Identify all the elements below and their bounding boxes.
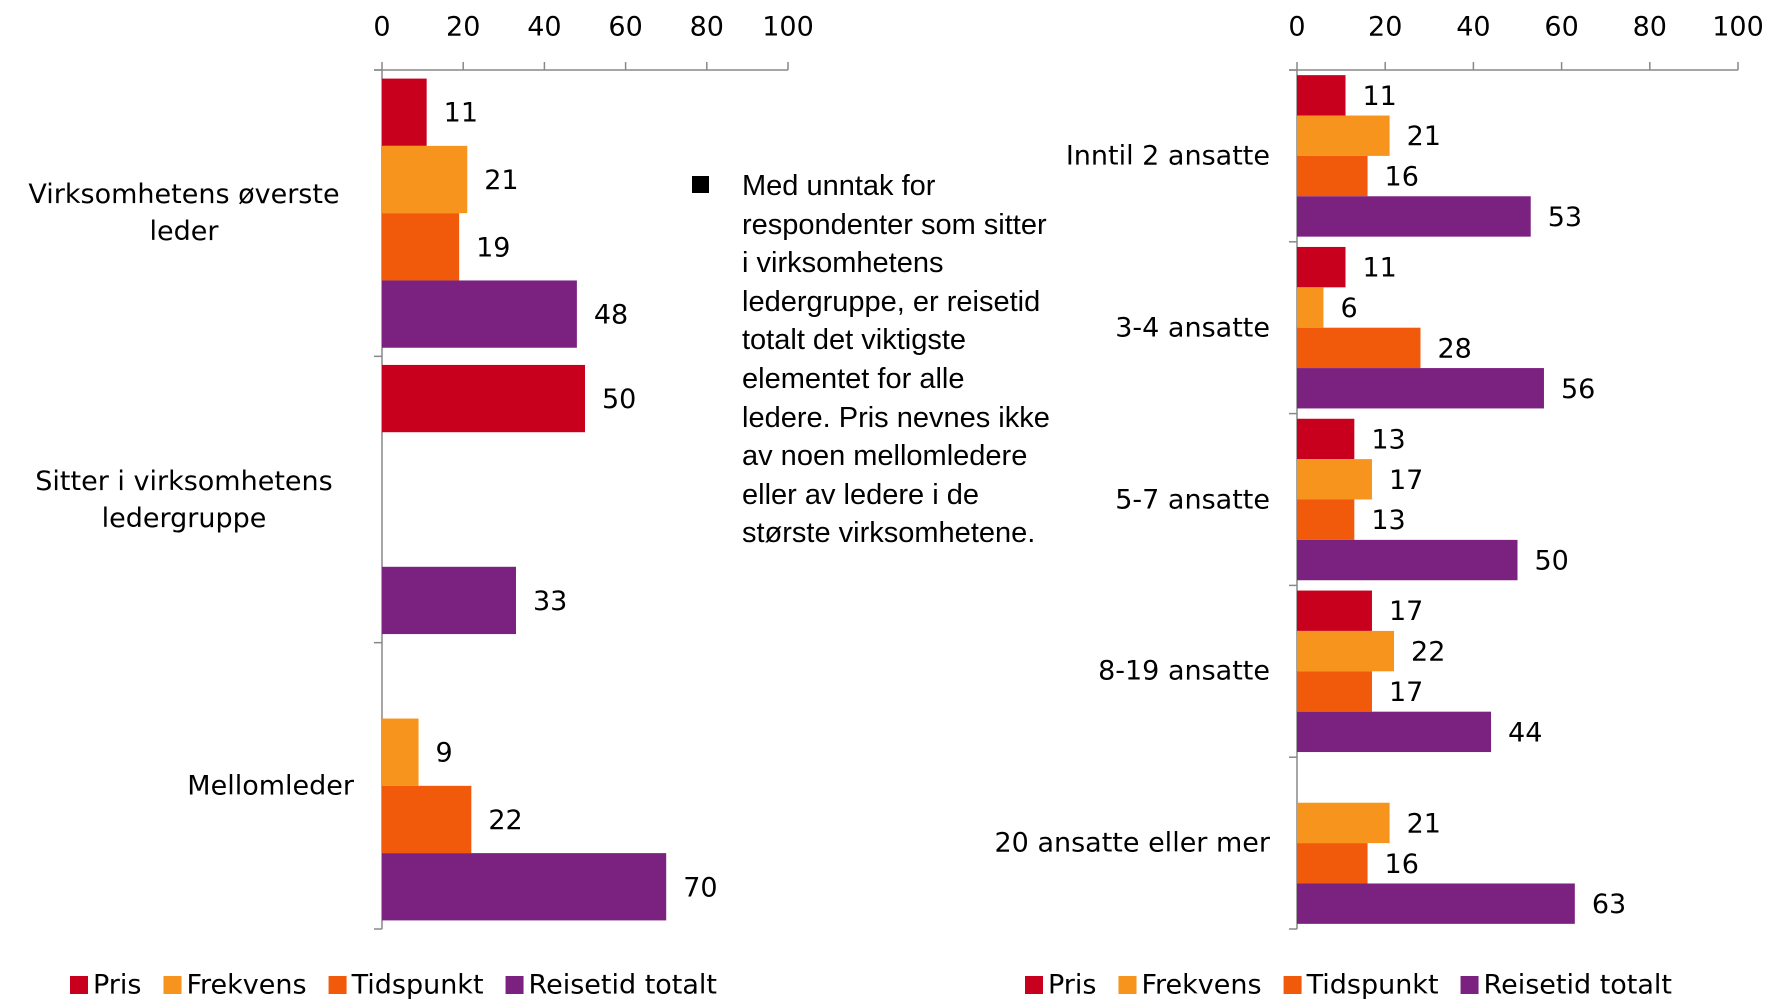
legend-swatch — [1283, 976, 1302, 994]
bar — [1297, 711, 1492, 753]
data-label: 17 — [1389, 677, 1423, 708]
category-label: 20 ansatte eller mer — [994, 827, 1271, 859]
bar — [1297, 843, 1368, 884]
data-label: 33 — [533, 586, 567, 617]
data-label: 44 — [1508, 717, 1542, 748]
data-label: 50 — [1535, 546, 1569, 577]
bar — [1297, 459, 1372, 500]
data-label: 11 — [1363, 81, 1397, 112]
category-label: 5-7 ansatte — [1115, 484, 1270, 515]
bar — [382, 785, 472, 854]
bar — [1297, 630, 1395, 672]
data-label: 63 — [1592, 889, 1626, 920]
legend-label: Frekvens — [1141, 970, 1261, 1001]
bar — [1297, 590, 1372, 631]
data-label: 28 — [1437, 333, 1471, 364]
category-label: Mellomleder — [187, 770, 354, 802]
note-bullet — [692, 176, 709, 193]
data-label: 17 — [1389, 596, 1423, 627]
bar — [382, 280, 577, 348]
legend-label: Reisetid totalt — [529, 970, 717, 1001]
bar — [1297, 75, 1346, 116]
bar — [382, 566, 516, 635]
legend-swatch — [163, 976, 182, 994]
data-label: 17 — [1389, 465, 1423, 496]
category-label: Virksomhetens øverste leder — [28, 179, 340, 248]
bar — [382, 213, 460, 281]
bar — [1297, 246, 1346, 288]
x-tick-label: 60 — [1544, 12, 1578, 43]
legend-label: Frekvens — [186, 970, 306, 1001]
data-label: 21 — [1407, 808, 1441, 839]
data-label: 9 — [436, 738, 453, 769]
data-label: 16 — [1385, 162, 1419, 193]
bar — [1297, 327, 1421, 369]
bar — [1297, 499, 1355, 540]
x-tick-label: 0 — [1288, 12, 1305, 43]
data-label: 70 — [683, 872, 717, 903]
bar — [1297, 155, 1368, 197]
legend-label: Tidspunkt — [351, 970, 484, 1001]
data-label: 11 — [444, 98, 478, 129]
x-tick-label: 20 — [446, 12, 480, 43]
data-label: 6 — [1340, 293, 1357, 324]
legend-label: Pris — [1048, 970, 1096, 1001]
legend-swatch — [1118, 976, 1137, 994]
bar — [1297, 802, 1390, 844]
data-label: 16 — [1385, 849, 1419, 880]
category-label: 8-19 ansatte — [1098, 655, 1270, 687]
bar — [382, 145, 468, 214]
data-label: 56 — [1561, 374, 1595, 405]
data-label: 13 — [1371, 505, 1405, 536]
bar — [1297, 115, 1390, 156]
data-label: 48 — [594, 300, 628, 331]
legend-label: Tidspunkt — [1306, 970, 1439, 1001]
category-label: 3-4 ansatte — [1115, 312, 1270, 344]
bar — [1297, 196, 1531, 237]
bar — [1297, 368, 1544, 409]
bar — [382, 718, 419, 786]
legend-swatch — [70, 976, 88, 994]
legend-label: Reisetid totalt — [1484, 970, 1672, 1001]
legend-swatch — [1460, 976, 1479, 994]
category-label: Sitter i virksomhetens ledergruppe — [35, 465, 333, 534]
x-tick-label: 80 — [690, 12, 724, 43]
data-label: 22 — [488, 805, 522, 836]
data-label: 11 — [1363, 253, 1397, 284]
bar — [382, 78, 427, 146]
bar — [1297, 418, 1355, 460]
x-tick-label: 80 — [1633, 12, 1667, 43]
x-tick-label: 40 — [527, 12, 561, 43]
bar — [382, 364, 585, 433]
data-label: 13 — [1371, 424, 1405, 455]
x-tick-label: 100 — [1712, 12, 1764, 43]
data-label: 22 — [1411, 637, 1445, 668]
bar — [1297, 671, 1372, 712]
bar — [1297, 539, 1518, 581]
x-tick-label: 60 — [608, 12, 642, 43]
x-tick-label: 20 — [1368, 12, 1402, 43]
x-tick-label: 40 — [1456, 12, 1490, 43]
data-label: 21 — [484, 165, 518, 196]
note: Med unntak for respondenter som sitter i… — [742, 170, 1050, 550]
legend-swatch — [1025, 976, 1043, 994]
x-tick-label: 100 — [762, 12, 814, 43]
legend-swatch — [328, 976, 347, 994]
bar — [382, 853, 667, 921]
x-tick-label: 0 — [373, 12, 390, 43]
legend-label: Pris — [93, 970, 141, 1001]
data-label: 19 — [476, 232, 510, 263]
category-label: Inntil 2 ansatte — [1065, 140, 1270, 172]
data-label: 53 — [1548, 202, 1582, 233]
legend-swatch — [505, 976, 524, 994]
bar — [1297, 287, 1324, 328]
data-label: 50 — [602, 384, 636, 415]
bar — [1297, 883, 1575, 924]
data-label: 21 — [1407, 121, 1441, 152]
